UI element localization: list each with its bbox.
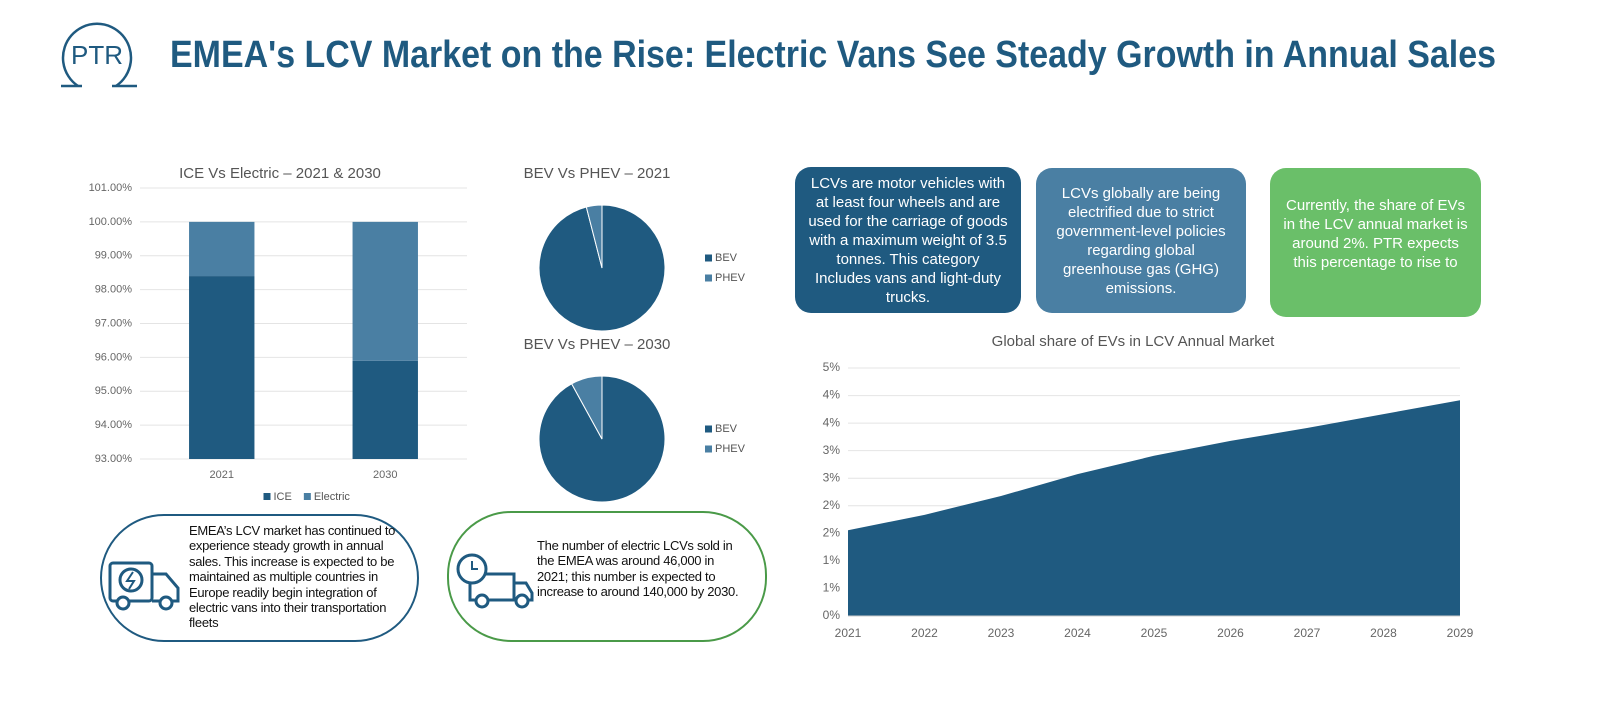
x-tick-label: 2024 — [1064, 626, 1091, 640]
note-box — [100, 514, 419, 642]
y-tick-label: 94.00% — [95, 419, 133, 431]
legend-swatch — [705, 425, 712, 433]
chart-title: Global share of EVs in LCV Annual Market — [992, 333, 1275, 350]
y-tick-label: 2% — [823, 498, 841, 512]
x-tick-label: 2025 — [1141, 626, 1168, 640]
note-text: EMEA’s LCV market has continued to exper… — [189, 523, 396, 631]
y-tick-label: 99.00% — [95, 250, 133, 262]
bar-segment — [189, 276, 255, 459]
y-tick-label: 4% — [823, 415, 841, 429]
page-title: EMEA's LCV Market on the Rise: Electric … — [170, 34, 1496, 76]
note-text: The number of electric LCVs sold in the … — [537, 538, 739, 600]
chart-title: ICE Vs Electric – 2021 & 2030 — [179, 165, 381, 182]
bar-segment — [189, 221, 255, 277]
y-tick-label: 1% — [823, 581, 841, 595]
y-tick-label: 0% — [823, 608, 841, 622]
info-card: LCVs are motor vehicles with at least fo… — [795, 167, 1021, 313]
legend-swatch — [705, 274, 712, 282]
legend-label: ICE — [274, 491, 292, 503]
y-tick-label: 3% — [823, 470, 841, 484]
note-box — [447, 511, 767, 642]
legend-swatch — [705, 445, 712, 453]
legend-label: BEV — [715, 252, 738, 264]
legend-label: BEV — [715, 423, 738, 435]
bar-segment — [352, 360, 418, 459]
x-tick-label: 2030 — [373, 469, 397, 481]
area — [848, 400, 1460, 616]
x-tick-label: 2021 — [210, 469, 234, 481]
y-tick-label: 5% — [823, 360, 841, 374]
legend-label: PHEV — [715, 443, 746, 455]
info-card: Currently, the share of EVs in the LCV a… — [1270, 168, 1481, 317]
y-tick-label: 98.00% — [95, 284, 133, 296]
legend-label: Electric — [314, 491, 351, 503]
legend-label: PHEV — [715, 272, 746, 284]
logo-ring — [61, 22, 133, 88]
bar-segment — [352, 221, 418, 361]
x-tick-label: 2028 — [1370, 626, 1397, 640]
y-tick-label: 101.00% — [89, 182, 133, 194]
info-card: LCVs globally are being electrified due … — [1036, 168, 1246, 313]
y-tick-label: 2% — [823, 525, 841, 539]
y-tick-label: 3% — [823, 443, 841, 457]
logo-text: PTR — [71, 40, 123, 70]
y-tick-label: 95.00% — [95, 385, 133, 397]
pie-slice — [570, 375, 603, 440]
x-tick-label: 2022 — [911, 626, 938, 640]
x-tick-label: 2023 — [988, 626, 1015, 640]
y-tick-label: 96.00% — [95, 351, 133, 363]
x-tick-label: 2026 — [1217, 626, 1244, 640]
pie-slice — [585, 204, 603, 269]
chart-title: BEV Vs PHEV – 2030 — [524, 336, 671, 353]
legend-swatch — [263, 493, 271, 500]
legend-swatch — [705, 254, 712, 262]
x-tick-label: 2021 — [835, 626, 862, 640]
chart-title: BEV Vs PHEV – 2021 — [524, 165, 671, 182]
x-tick-label: 2027 — [1294, 626, 1321, 640]
logo — [61, 22, 137, 88]
y-tick-label: 93.00% — [95, 453, 133, 465]
y-tick-label: 4% — [823, 388, 841, 402]
y-tick-label: 1% — [823, 553, 841, 567]
y-tick-label: 100.00% — [89, 216, 133, 228]
legend-swatch — [303, 493, 311, 500]
x-tick-label: 2029 — [1447, 626, 1474, 640]
y-tick-label: 97.00% — [95, 317, 133, 329]
